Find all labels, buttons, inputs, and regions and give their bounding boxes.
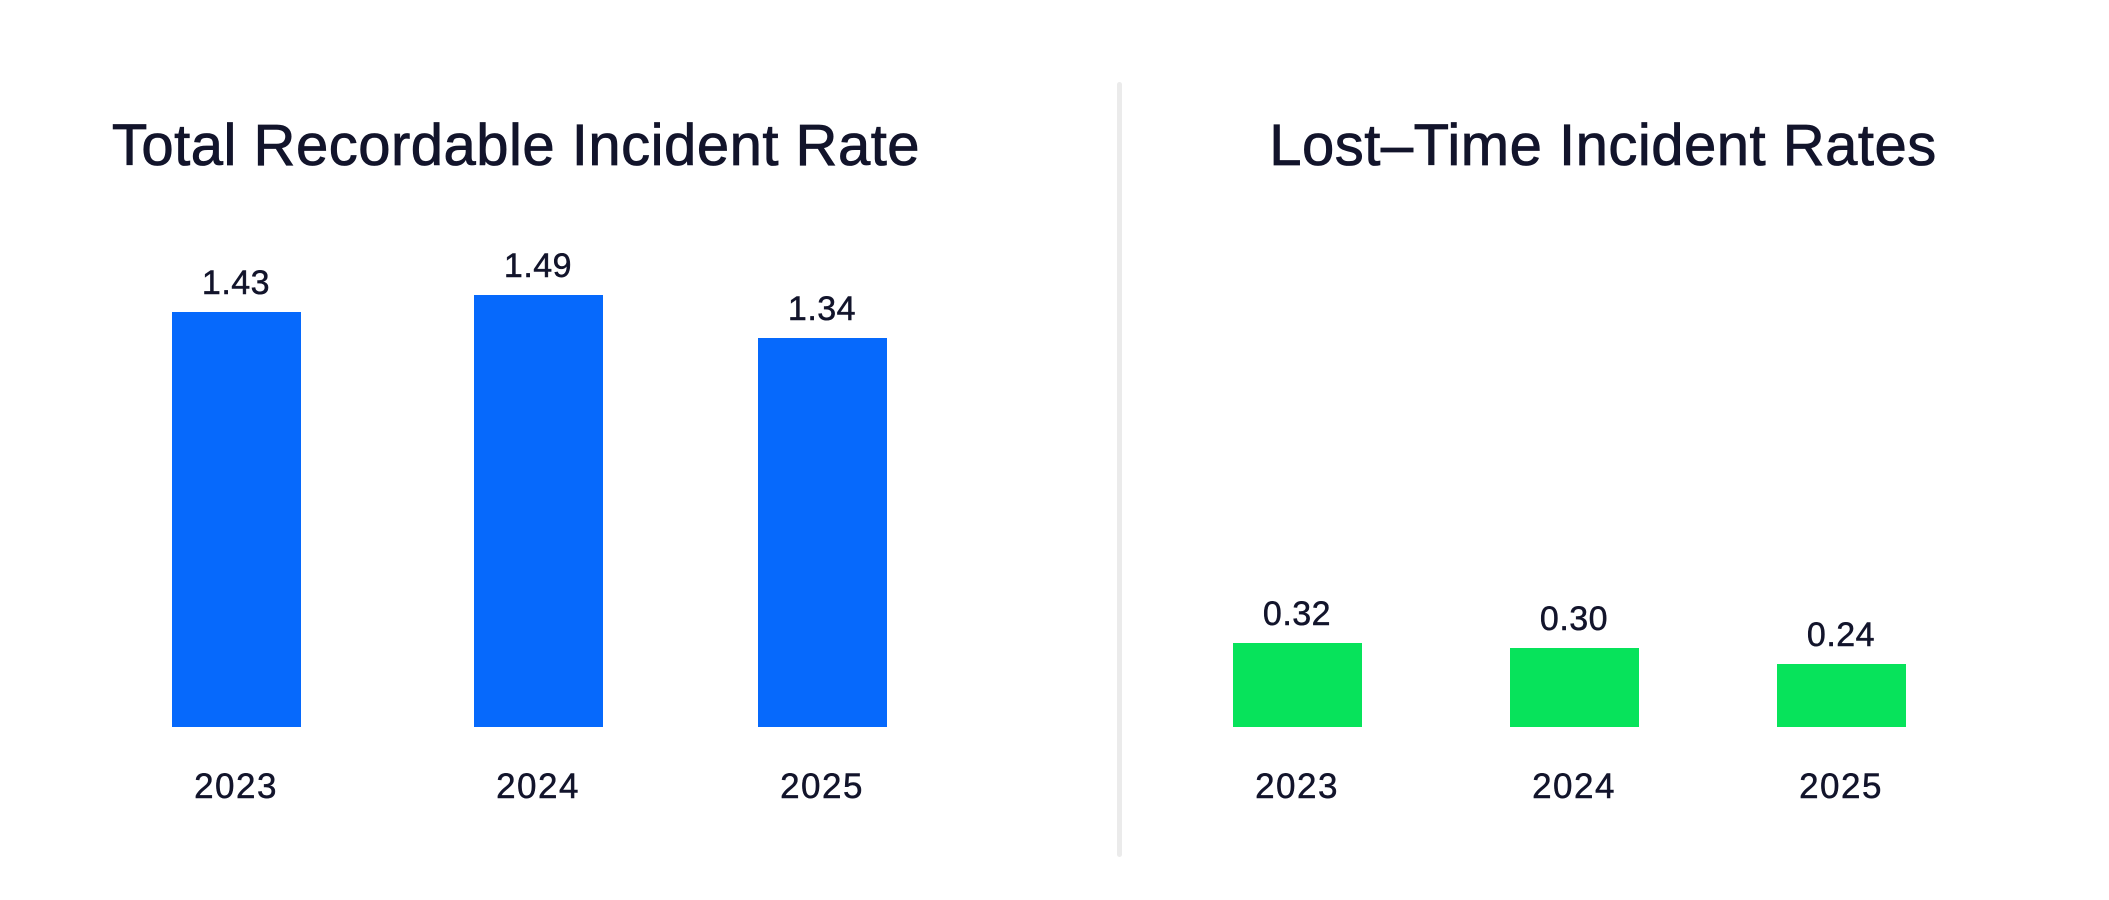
trir-axis-label-2024: 2024 [496, 767, 580, 806]
vertical-divider [1117, 82, 1122, 857]
trir-bar-group-2023: 1.43 2023 [146, 264, 326, 804]
trir-bar-group-2025: 1.34 2025 [732, 290, 912, 804]
ltir-bar-group-2024: 0.30 2024 [1484, 600, 1664, 804]
trir-bar-2023 [171, 312, 301, 727]
ltir-chart-title: Lost–Time Incident Rates [1269, 112, 1937, 178]
trir-value-label-2023: 1.43 [201, 264, 271, 302]
ltir-axis-label-2024: 2024 [1532, 767, 1616, 806]
ltir-value-label-2023: 0.32 [1262, 595, 1332, 633]
trir-value-label-2024: 1.49 [503, 247, 573, 285]
ltir-bar-group-2025: 0.24 2025 [1751, 616, 1931, 804]
ltir-bar-2024 [1509, 648, 1639, 727]
trir-bar-2025 [757, 338, 887, 727]
ltir-bar-2025 [1776, 664, 1906, 727]
ltir-axis-label-2023: 2023 [1255, 767, 1339, 806]
trir-bar-2024 [473, 295, 603, 727]
ltir-value-label-2025: 0.24 [1806, 616, 1876, 654]
ltir-value-label-2024: 0.30 [1539, 600, 1609, 638]
trir-axis-label-2025: 2025 [780, 767, 864, 806]
ltir-bar-2023 [1232, 643, 1362, 727]
trir-value-label-2025: 1.34 [787, 290, 857, 328]
trir-chart-title: Total Recordable Incident Rate [111, 112, 921, 178]
ltir-axis-label-2025: 2025 [1799, 767, 1883, 806]
ltir-bar-group-2023: 0.32 2023 [1207, 595, 1387, 804]
trir-axis-label-2023: 2023 [194, 767, 278, 806]
trir-bar-group-2024: 1.49 2024 [448, 247, 628, 804]
